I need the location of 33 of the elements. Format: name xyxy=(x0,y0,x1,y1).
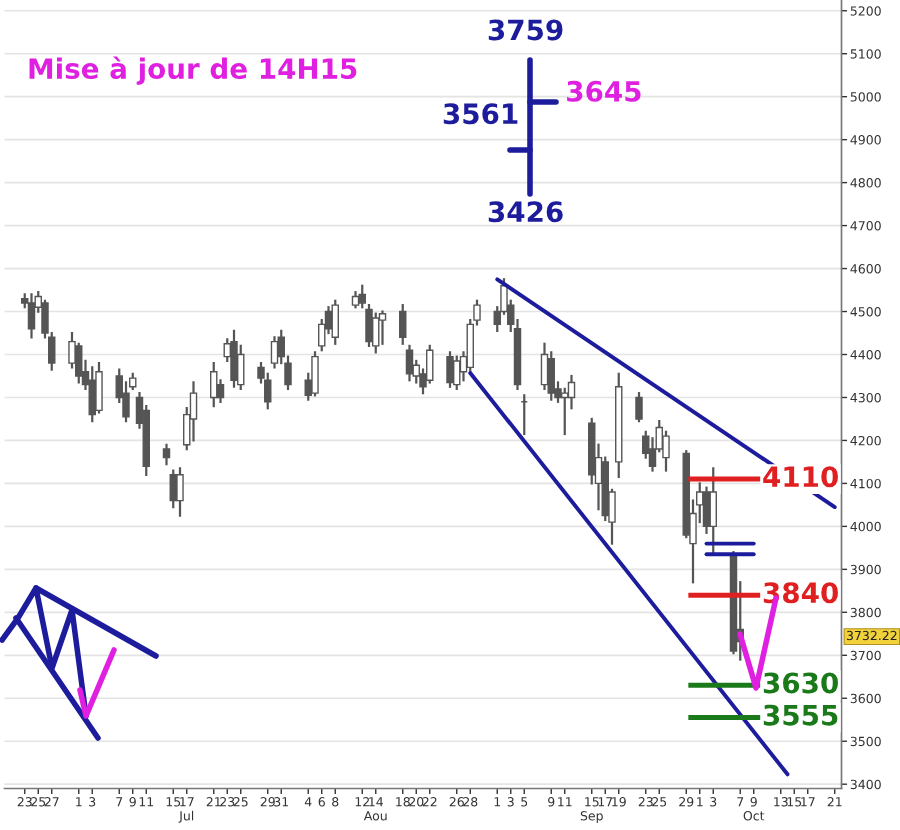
candlestick xyxy=(378,310,387,345)
candlestick xyxy=(358,284,366,309)
annotation: 3426 xyxy=(488,201,563,223)
candlestick xyxy=(405,344,414,382)
annotation: Mise à jour de 14H15 xyxy=(29,56,357,85)
annotation: 3645 xyxy=(567,80,641,102)
candlestick xyxy=(189,381,198,442)
candlestick xyxy=(399,303,407,345)
candlestick xyxy=(372,312,380,354)
candlestick xyxy=(311,351,319,397)
ref-line-label: 3840 xyxy=(763,582,838,604)
candlestick xyxy=(270,336,279,369)
candlestick xyxy=(453,355,461,390)
candlestick xyxy=(709,467,717,554)
annotation: 3561 xyxy=(443,103,518,125)
candlestick xyxy=(176,467,184,517)
candlestick xyxy=(365,303,373,348)
candlestick xyxy=(446,351,454,388)
candlestick xyxy=(95,361,103,414)
candlestick xyxy=(27,293,36,339)
candlestick xyxy=(216,379,225,403)
candlestick xyxy=(561,387,569,436)
annotation: 3759 xyxy=(488,19,563,41)
candlestick xyxy=(210,361,218,408)
candlestick xyxy=(162,443,171,466)
ref-line-label: 3630 xyxy=(763,672,838,694)
candlestick xyxy=(230,329,238,388)
candlestick xyxy=(702,486,711,534)
ref-line-label: 3555 xyxy=(763,704,838,726)
candlestick xyxy=(635,392,643,423)
candlestick xyxy=(547,351,555,401)
ref-line-label: 4110 xyxy=(763,466,838,488)
candlestick xyxy=(331,299,339,345)
